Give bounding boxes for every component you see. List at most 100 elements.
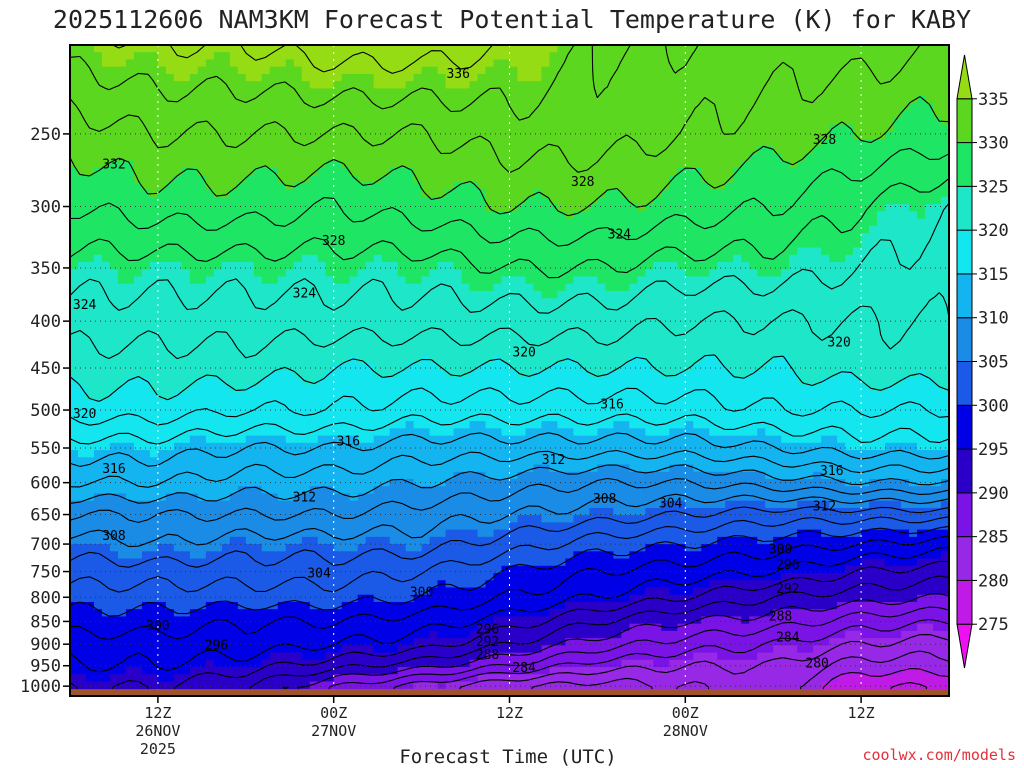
theta-cell bbox=[253, 45, 263, 53]
theta-cell bbox=[77, 356, 87, 364]
theta-cell bbox=[333, 341, 343, 350]
theta-cell bbox=[653, 124, 662, 133]
theta-cell bbox=[181, 131, 191, 140]
theta-cell bbox=[933, 211, 942, 220]
theta-cell bbox=[845, 334, 854, 343]
theta-cell bbox=[709, 110, 718, 118]
theta-cell bbox=[829, 218, 838, 227]
theta-cell bbox=[485, 146, 495, 155]
theta-cell bbox=[245, 240, 255, 249]
theta-cell bbox=[709, 348, 718, 357]
theta-cell bbox=[597, 334, 606, 343]
theta-cell bbox=[893, 175, 902, 184]
theta-cell bbox=[261, 269, 271, 278]
theta-cell bbox=[669, 81, 678, 89]
theta-cell bbox=[821, 88, 830, 97]
theta-cell bbox=[253, 225, 263, 234]
theta-cell bbox=[477, 117, 487, 126]
theta-cell bbox=[653, 312, 662, 321]
theta-cell bbox=[669, 290, 678, 299]
theta-cell bbox=[77, 363, 87, 372]
theta-cell bbox=[109, 356, 119, 364]
theta-cell bbox=[77, 298, 87, 306]
theta-cell bbox=[245, 167, 255, 176]
theta-cell bbox=[917, 182, 926, 191]
theta-cell bbox=[357, 269, 367, 278]
theta-cell bbox=[221, 189, 231, 198]
theta-cell bbox=[669, 327, 678, 335]
theta-cell bbox=[533, 146, 543, 155]
theta-cell bbox=[581, 117, 591, 126]
theta-cell bbox=[669, 312, 678, 321]
theta-cell bbox=[541, 225, 551, 234]
theta-cell bbox=[845, 363, 854, 372]
theta-cell bbox=[501, 196, 511, 205]
theta-cell bbox=[533, 348, 543, 357]
theta-cell bbox=[933, 233, 942, 241]
theta-cell bbox=[325, 356, 335, 364]
theta-cell bbox=[917, 52, 926, 61]
theta-cell bbox=[893, 182, 902, 191]
theta-cell bbox=[669, 276, 678, 285]
theta-cell bbox=[357, 262, 367, 270]
theta-cell bbox=[373, 319, 383, 328]
theta-cell bbox=[541, 348, 551, 357]
theta-cell bbox=[333, 254, 343, 263]
theta-cell bbox=[349, 312, 359, 321]
theta-cell bbox=[133, 160, 143, 169]
theta-cell bbox=[197, 305, 207, 314]
theta-cell bbox=[117, 59, 127, 68]
theta-cell bbox=[477, 146, 487, 155]
theta-cell bbox=[373, 334, 383, 343]
theta-cell bbox=[597, 290, 606, 299]
theta-cell bbox=[925, 247, 934, 256]
theta-cell bbox=[533, 167, 543, 176]
theta-cell bbox=[925, 240, 934, 249]
theta-cell bbox=[549, 160, 559, 169]
theta-cell bbox=[837, 110, 846, 118]
theta-cell bbox=[533, 204, 543, 212]
theta-cell bbox=[629, 167, 638, 176]
theta-cell bbox=[773, 240, 782, 249]
theta-cell bbox=[157, 110, 167, 118]
theta-cell bbox=[917, 233, 926, 241]
theta-cell bbox=[389, 283, 399, 292]
theta-cell bbox=[757, 45, 766, 53]
theta-cell bbox=[677, 66, 686, 75]
theta-cell bbox=[605, 153, 614, 162]
theta-cell bbox=[125, 196, 135, 205]
theta-cell bbox=[325, 175, 335, 184]
theta-cell bbox=[549, 153, 559, 162]
theta-cell bbox=[669, 298, 678, 306]
theta-cell bbox=[445, 312, 455, 321]
theta-cell bbox=[637, 182, 646, 191]
theta-cell bbox=[901, 131, 910, 140]
theta-cell bbox=[565, 182, 575, 191]
theta-cell bbox=[845, 247, 854, 256]
theta-cell bbox=[749, 175, 758, 184]
theta-cell bbox=[437, 218, 447, 227]
theta-cell bbox=[893, 110, 902, 118]
theta-cell bbox=[525, 88, 535, 97]
theta-cell bbox=[309, 254, 319, 263]
theta-cell bbox=[101, 204, 111, 212]
theta-cell bbox=[461, 305, 471, 314]
theta-cell bbox=[325, 254, 335, 263]
theta-cell bbox=[613, 81, 622, 89]
theta-cell bbox=[693, 269, 702, 278]
theta-cell bbox=[70, 312, 79, 321]
theta-cell bbox=[517, 81, 527, 89]
theta-cell bbox=[205, 175, 215, 184]
theta-cell bbox=[933, 196, 942, 205]
theta-cell bbox=[933, 59, 942, 68]
theta-cell bbox=[285, 117, 295, 126]
theta-cell bbox=[469, 341, 479, 350]
theta-cell bbox=[445, 146, 455, 155]
theta-cell bbox=[413, 52, 423, 61]
theta-cell bbox=[501, 240, 511, 249]
theta-cell bbox=[589, 348, 598, 357]
theta-cell bbox=[389, 276, 399, 285]
theta-cell bbox=[629, 283, 638, 292]
theta-cell bbox=[517, 341, 527, 350]
theta-cell bbox=[717, 341, 726, 350]
